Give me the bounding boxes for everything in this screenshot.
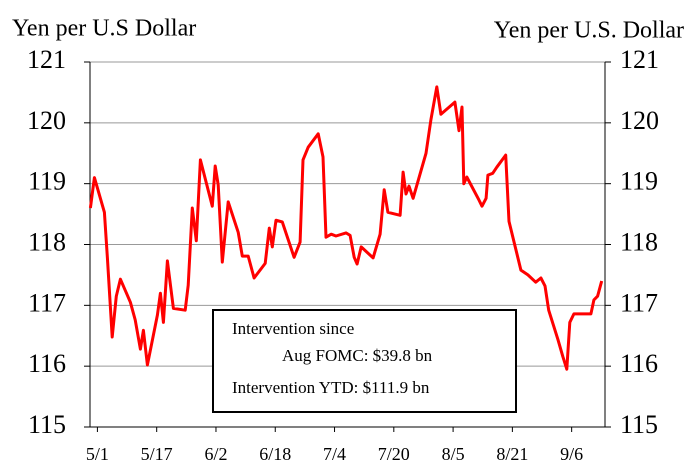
- x-tick-label: 7/4: [323, 444, 346, 464]
- y-tick-label: 121: [27, 45, 66, 74]
- y2-tick-label: 118: [620, 227, 658, 256]
- y-tick-label: 118: [28, 227, 66, 256]
- y2-tick-label: 119: [620, 167, 658, 196]
- y-tick-label: 117: [28, 288, 66, 317]
- y-tick-label: 116: [28, 349, 66, 378]
- x-tick-label: 5/17: [141, 444, 173, 464]
- y2-tick-label: 116: [620, 349, 658, 378]
- annotation-text: Aug FOMC: $39.8 bn: [282, 346, 433, 365]
- x-tick-label: 9/6: [560, 444, 583, 464]
- x-tick-label: 7/20: [378, 444, 410, 464]
- x-tick-label: 5/1: [86, 444, 109, 464]
- y2-tick-label: 115: [620, 410, 658, 439]
- y-tick-label: 115: [28, 410, 66, 439]
- y2-tick-label: 121: [620, 45, 659, 74]
- plot-area: 115 116 117 118 119 120 121 115 116 117 118 119 120 1…: [27, 45, 659, 464]
- left-axis-title: Yen per U.S Dollar: [12, 16, 196, 42]
- y-tick-label: 119: [28, 167, 66, 196]
- x-tick-label: 8/5: [442, 444, 465, 464]
- x-tick-label: 6/2: [204, 444, 227, 464]
- y2-tick-label: 117: [620, 288, 658, 317]
- price-line: [88, 85, 604, 371]
- annotation-text: Intervention YTD: $111.9 bn: [232, 378, 430, 397]
- annotation-text: Intervention since: [232, 319, 354, 338]
- annotation-box: [212, 309, 517, 413]
- x-tick-label: 6/18: [259, 444, 291, 464]
- y-tick-label: 120: [27, 106, 66, 135]
- y2-tick-label: 120: [620, 106, 659, 135]
- x-tick-label: 8/21: [496, 444, 528, 464]
- right-axis-title: Yen per U.S. Dollar: [494, 18, 684, 44]
